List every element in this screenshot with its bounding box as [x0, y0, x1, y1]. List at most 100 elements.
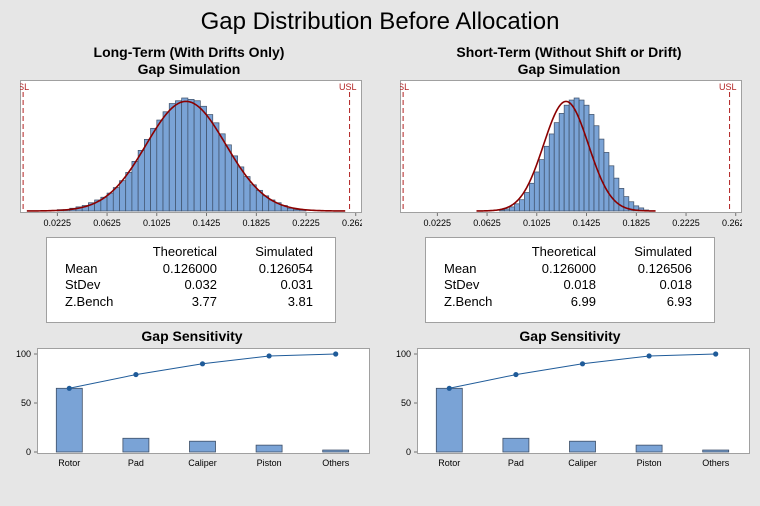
right-sensitivity-category-label: Rotor — [438, 458, 460, 468]
right-hist-bar — [538, 159, 545, 212]
right-stats-simulated: 0.126506 — [637, 260, 692, 276]
left-sensitivity-cumulative-point — [266, 353, 272, 359]
left-hist-bar — [212, 122, 220, 212]
left-x-tick-label: 0.0225 — [44, 218, 72, 228]
left-hist-bar — [224, 144, 232, 212]
right-stats-header-simulated: Simulated — [634, 244, 692, 259]
left-stats-box: Theoretical Simulated Mean 0.126000 0.12… — [46, 237, 336, 323]
left-x-tick-label: 0.2225 — [292, 218, 320, 228]
left-hist-bar — [125, 172, 133, 212]
right-hist-bar — [563, 104, 570, 212]
right-sensitivity-category-label: Caliper — [568, 458, 597, 468]
right-hist-bar — [608, 165, 615, 212]
left-hist-bar — [144, 138, 151, 212]
right-x-tick-label: 0.2225 — [672, 218, 700, 228]
right-stats-row-stdev: StDev 0.018 0.018 — [444, 277, 696, 294]
left-sensitivity-bar-caliper — [189, 440, 216, 453]
left-x-tick-label: 0.1425 — [193, 218, 221, 228]
right-hist-bar — [524, 192, 530, 212]
left-x-tick-label: 0.0625 — [93, 218, 121, 228]
right-stats-theoretical: 0.126000 — [541, 260, 596, 276]
right-panel-title: Short-Term (Without Shift or Drift) Gap … — [399, 44, 739, 78]
right-hist-bar — [519, 199, 525, 212]
left-hist-bar — [131, 161, 139, 212]
right-stats-label: Mean — [444, 260, 477, 276]
right-stats-label: StDev — [444, 277, 480, 292]
right-sensitivity-bar-piston — [635, 444, 663, 453]
left-stats-row-mean: Mean 0.126000 0.126054 — [65, 261, 317, 278]
right-stats-header-theoretical: Theoretical — [531, 244, 596, 259]
right-hist-bar — [528, 182, 535, 212]
left-stats-row-stdev: StDev 0.032 0.031 — [65, 277, 317, 294]
left-hist-bar — [199, 105, 207, 212]
right-histogram: LSL USL 0.0225 0.0625 0.1025 0.1425 0.1825 0.22… — [400, 80, 742, 228]
left-hist-bar — [162, 111, 170, 212]
left-sensitivity-chart: 0 50 100 Rotor Pad Caliper Piston Others — [16, 348, 370, 468]
left-sensitivity-cumulative-point — [199, 361, 206, 367]
main-title: Gap Distribution Before Allocation — [200, 8, 560, 35]
left-sensitivity-category-label: Piston — [257, 458, 282, 468]
left-hist-bar — [237, 166, 245, 212]
right-stats-row-mean: Mean 0.126000 0.126506 — [444, 261, 696, 278]
right-stats-box: Theoretical Simulated Mean 0.126000 0.12… — [425, 237, 715, 323]
left-stats-row-zbench: Z.Bench 3.77 3.81 — [65, 294, 317, 311]
left-sensitivity-category-label: Rotor — [58, 458, 80, 468]
left-histogram: LSL USL 0.0225 0.0625 0.1025 0.1425 0.1825 0.22… — [20, 80, 362, 228]
left-hist-bar — [119, 180, 127, 212]
right-hist-bar — [553, 122, 560, 212]
left-x-tick-label: 0.2625 — [342, 218, 362, 228]
left-stats-table: Theoretical Simulated Mean 0.126000 0.12… — [65, 244, 317, 310]
right-stats-table: Theoretical Simulated Mean 0.126000 0.12… — [444, 244, 696, 310]
right-sensitivity-title: Gap Sensitivity — [519, 328, 621, 344]
right-sensitivity-category-label: Others — [702, 458, 730, 468]
left-panel-title-line1: Long-Term (With Drifts Only) — [93, 44, 285, 60]
right-fit-curve — [476, 100, 656, 212]
right-hist-bar — [504, 208, 510, 212]
right-sensitivity-chart: 0 50 100 Rotor Pad Caliper Piston Others — [396, 348, 750, 468]
right-stats-label: Z.Bench — [444, 293, 493, 309]
left-stats-header-simulated: Simulated — [255, 244, 313, 259]
left-stats-simulated: 3.81 — [287, 293, 313, 309]
right-hist-bar — [613, 177, 620, 212]
right-sensitivity-y-tick-label: 0 — [406, 447, 411, 457]
right-sensitivity-y-tick-label: 100 — [396, 349, 411, 359]
left-hist-bar — [112, 187, 120, 212]
left-hist-bar — [187, 99, 195, 212]
left-stats-theoretical: 3.77 — [191, 293, 217, 309]
left-panel-title: Long-Term (With Drifts Only) Gap Simulat… — [19, 44, 359, 78]
left-spec-label-usl: USL — [339, 82, 357, 92]
right-sensitivity-cumulative-point — [713, 351, 719, 357]
right-hist-bar — [603, 152, 610, 212]
left-stats-label: Mean — [65, 260, 98, 276]
right-sensitivity-bar-pad — [502, 437, 530, 453]
right-sensitivity-bar-others — [702, 449, 730, 453]
left-sensitivity-category-label: Caliper — [188, 458, 217, 468]
right-hist-bar — [578, 99, 585, 212]
right-hist-bar — [568, 99, 575, 212]
left-hist-bar — [175, 100, 183, 212]
left-sensitivity-bar-rotor — [55, 387, 83, 453]
right-spec-label-usl: USL — [719, 82, 737, 92]
right-hist-bar — [588, 114, 595, 212]
right-x-tick-label: 0.2625 — [722, 218, 742, 228]
left-stats-simulated: 0.031 — [280, 277, 313, 292]
left-spec-label-lsl: LSL — [20, 82, 29, 92]
left-x-tick-label: 0.1825 — [243, 218, 271, 228]
right-panel-title-line2: Gap Simulation — [517, 61, 621, 77]
right-sensitivity-bar-rotor — [435, 387, 463, 453]
left-hist-bar — [150, 127, 158, 212]
left-hist-bar — [249, 184, 257, 212]
left-sensitivity-category-label: Pad — [128, 458, 144, 468]
left-hist-bar — [193, 100, 201, 212]
left-sensitivity-cumulative-point — [66, 385, 72, 391]
left-hist-bar — [137, 150, 145, 212]
left-hist-bar — [243, 176, 251, 212]
right-stats-simulated: 6.93 — [666, 293, 692, 309]
left-hist-bar — [206, 114, 214, 212]
left-x-tick-label: 0.1025 — [143, 218, 171, 228]
left-stats-simulated: 0.126054 — [258, 260, 313, 276]
left-sensitivity-bar-pad — [122, 437, 150, 453]
left-panel-title-line2: Gap Simulation — [137, 61, 241, 77]
left-sensitivity-cumulative-point — [133, 371, 139, 378]
